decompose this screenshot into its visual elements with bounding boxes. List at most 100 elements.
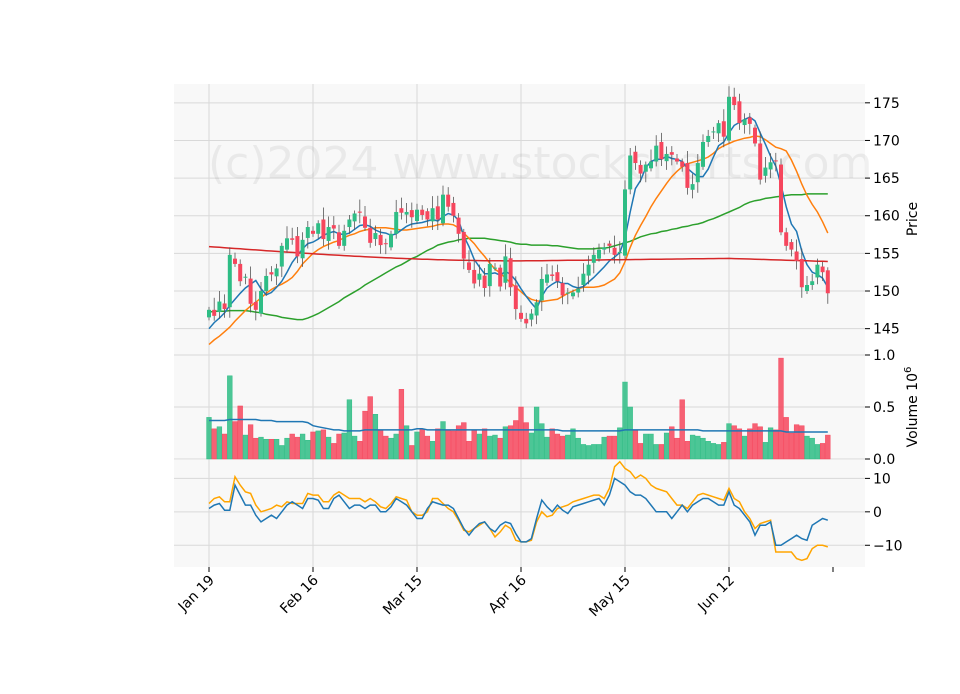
candle-up	[352, 213, 357, 222]
candle-up	[534, 302, 539, 316]
volume-bar-down	[518, 406, 524, 460]
candle-up	[810, 281, 815, 285]
candle-down	[721, 121, 726, 137]
candle-down	[482, 275, 487, 289]
candle-up	[279, 245, 284, 267]
candle-up	[727, 96, 731, 141]
candle-down	[290, 238, 295, 240]
volume-bar-down	[471, 429, 477, 460]
candle-up	[654, 145, 659, 162]
volume-bar-up	[429, 441, 436, 460]
candle-up	[300, 239, 305, 259]
volume-bar-up	[627, 406, 633, 460]
candle-down	[212, 309, 217, 316]
volume-bar-down	[773, 429, 779, 460]
candle-down	[378, 234, 383, 246]
candle-up	[711, 131, 716, 133]
volume-bar-down	[793, 424, 800, 460]
candle-down	[779, 164, 783, 233]
volume-bar-up	[476, 433, 483, 460]
volume-bar-up	[487, 435, 493, 460]
volume-bar-up	[617, 427, 623, 460]
candle-down	[363, 216, 367, 228]
candle-down	[248, 278, 253, 304]
y-axis-ticks: 145 150 155 160 165 170 175 0.0 0.5 1.0 −10 0 10	[865, 96, 903, 554]
candle-down	[524, 318, 529, 324]
candle-down	[498, 267, 503, 287]
candle-down	[508, 258, 513, 288]
volume-bar-down	[549, 428, 555, 460]
volume-bar-down	[237, 405, 243, 460]
volume-bar-up	[715, 444, 722, 460]
candle-down	[425, 211, 430, 220]
volume-bar-up	[284, 437, 290, 460]
candle-up	[539, 278, 544, 301]
volume-bar-up	[539, 423, 545, 460]
volume-bar-up	[315, 430, 321, 460]
candle-down	[357, 211, 362, 213]
y-tick-label: 175	[873, 96, 900, 112]
candle-up	[565, 292, 570, 294]
volume-bar-down	[752, 423, 758, 460]
candle-down	[732, 96, 737, 106]
volume-bar-up	[700, 437, 706, 460]
volume-bar-up	[575, 437, 581, 460]
volume-bar-down	[559, 435, 566, 460]
candle-up	[503, 256, 508, 283]
volume-bar-up	[227, 375, 233, 460]
candle-down	[799, 259, 804, 288]
candle-down	[472, 269, 477, 284]
volume-bar-up	[596, 444, 602, 460]
candle-down	[222, 303, 227, 310]
volume-bar-up	[804, 435, 810, 460]
volume-bar-up	[502, 426, 509, 460]
volume-multiplier-base: 10	[905, 373, 921, 391]
volume-bar-down	[398, 389, 405, 460]
volume-average-line	[209, 418, 828, 433]
y-tick-label: 165	[873, 171, 900, 187]
candle-down	[737, 101, 742, 124]
volume-bar-up	[585, 445, 592, 460]
candle-up	[342, 230, 347, 246]
volume-bar-down	[362, 410, 368, 460]
candle-down	[331, 225, 336, 229]
volume-bar-down	[783, 417, 789, 460]
candle-up	[243, 276, 248, 278]
volume-bar-down	[611, 435, 618, 460]
candle-down	[435, 206, 440, 220]
y-tick-label: 160	[873, 209, 900, 225]
volume-bar-down	[247, 424, 254, 460]
candle-up	[716, 123, 721, 134]
candle-up	[347, 219, 352, 228]
volume-bar-down	[513, 420, 519, 460]
volume-bar-up	[414, 431, 420, 460]
candle-up	[815, 264, 820, 278]
volume-bar-up	[305, 440, 311, 460]
volume-bar-down	[721, 442, 727, 460]
candle-down	[399, 208, 404, 213]
volume-bar-down	[409, 445, 415, 460]
candle-up	[571, 292, 575, 297]
candle-up	[597, 249, 601, 259]
candle-down	[784, 232, 789, 246]
volume-bar-up	[643, 433, 649, 460]
candle-down	[825, 270, 830, 294]
volume-bar-up	[351, 435, 358, 460]
volume-bar-up	[695, 435, 701, 460]
candle-up	[373, 233, 378, 240]
volume-bar-up	[325, 436, 332, 460]
candle-up	[649, 161, 653, 169]
volume-bar-down	[455, 425, 462, 460]
candle-up	[274, 268, 279, 277]
candle-down	[675, 158, 679, 162]
volume-bar-down	[268, 438, 275, 460]
macd-lines	[208, 460, 829, 562]
volume-bar-down	[435, 428, 441, 460]
candle-up	[477, 273, 482, 280]
y-tick-label: 10	[873, 471, 891, 487]
candle-down	[451, 202, 456, 216]
candle-up	[264, 275, 269, 292]
volume-bar-down	[788, 432, 795, 460]
candle-down	[659, 141, 664, 160]
candle-down	[747, 117, 752, 124]
